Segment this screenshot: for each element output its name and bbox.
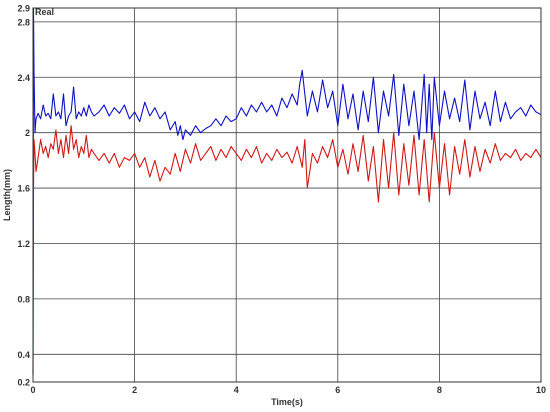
y-tick-label: 2.9	[17, 4, 30, 14]
series-layer	[32, 7, 542, 376]
x-tick-label: 6	[335, 385, 340, 395]
y-tick-label: 2.4	[17, 73, 30, 83]
x-axis-label: Time(s)	[271, 397, 303, 407]
y-tick-label: 1.2	[17, 239, 30, 249]
y-tick-label: 1.6	[17, 184, 30, 194]
plot-area-border	[32, 7, 542, 383]
x-tick-label: 8	[437, 385, 442, 395]
x-tick-label: 0	[30, 385, 35, 395]
y-tick-label: 2.8	[17, 17, 30, 27]
y-tick-label: 0.4	[17, 350, 30, 360]
y-tick-labels: 0.2 0.4 0.8 1.2 1.6 2 2.4 2.8 2.9	[17, 4, 30, 388]
y-tick-label: 0.2	[17, 378, 30, 388]
y-tick-label: 2	[25, 128, 30, 138]
y-axis-label: Length(mm)	[2, 169, 12, 221]
x-tick-label: 2	[132, 385, 137, 395]
plot-area-background	[33, 8, 541, 382]
x-tick-label: 10	[536, 385, 546, 395]
series-line-red	[32, 125, 542, 376]
x-tick-label: 4	[234, 385, 239, 395]
y-tick-label: 0.8	[17, 294, 30, 304]
legend-label: Real	[35, 7, 54, 17]
grid-lines	[33, 8, 541, 382]
series-line-blue	[32, 7, 542, 376]
x-tick-labels: 0 2 4 6 8 10	[30, 385, 546, 395]
